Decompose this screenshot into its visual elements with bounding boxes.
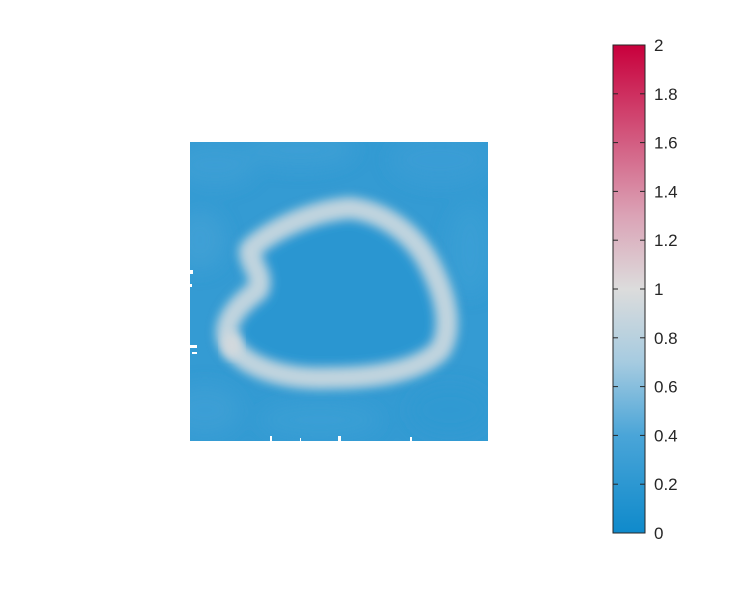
heatmap-nan-speck — [410, 437, 412, 441]
colorbar-tick-label: 1.4 — [654, 182, 678, 201]
colorbar-tick-label: 1.8 — [654, 85, 678, 104]
heatmap-image — [190, 142, 488, 441]
heatmap-mottle-blob — [390, 142, 488, 185]
colorbar-tick-label: 0.4 — [654, 426, 678, 445]
heatmap-mottle-blob — [190, 210, 225, 270]
heatmap-ring-interior — [227, 208, 447, 379]
heatmap-mottle-blob — [448, 205, 488, 295]
heatmap-nan-speck — [190, 270, 193, 274]
heatmap-ring-hotspot — [222, 332, 242, 358]
heatmap-nan-speck — [338, 436, 341, 441]
colorbar-gradient — [613, 45, 645, 533]
colorbar-tick-label: 0.2 — [654, 475, 678, 494]
heatmap-nan-speck — [190, 345, 197, 348]
colorbar-tick-label: 0.6 — [654, 378, 678, 397]
heatmap-mottle-blob — [245, 142, 355, 168]
heatmap-nan-speck — [300, 438, 301, 441]
colorbar-tick-label: 2 — [654, 36, 663, 55]
heatmap-nan-speck — [190, 284, 192, 287]
heatmap-ring — [216, 197, 458, 390]
colorbar-tick-label: 0.8 — [654, 329, 678, 348]
heatmap-nan-speck — [270, 436, 272, 441]
heatmap-mottle-blob — [260, 402, 380, 438]
heatmap-mottle-blob — [190, 143, 255, 187]
heatmap-mottle-blob — [410, 385, 488, 435]
heatmap-nan-speck — [192, 352, 197, 354]
colorbar-ticks: 0 0.2 0.4 0.6 0.8 1 1.2 1.4 1.6 1.8 2 — [613, 36, 678, 543]
colorbar-tick-label: 0 — [654, 524, 663, 543]
colorbar-tick-label: 1 — [654, 280, 663, 299]
colorbar: 0 0.2 0.4 0.6 0.8 1 1.2 1.4 1.6 1.8 2 — [612, 36, 678, 543]
colorbar-tick-label: 1.2 — [654, 231, 678, 250]
heatmap-edge-specks — [190, 270, 412, 441]
heatmap-mottle-blob — [190, 385, 240, 435]
colorbar-tick-label: 1.6 — [654, 134, 678, 153]
